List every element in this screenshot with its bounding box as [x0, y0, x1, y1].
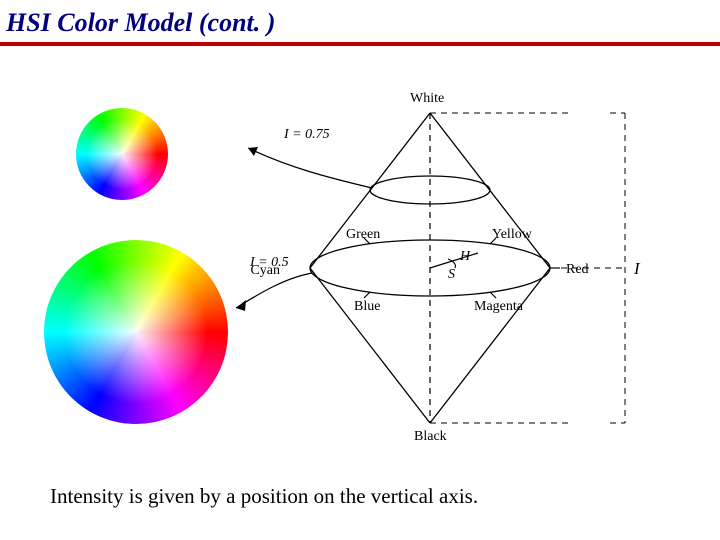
arrow-head [236, 300, 246, 311]
label-blue: Blue [354, 299, 380, 314]
leader-curve-top [248, 148, 372, 188]
caption-text: Intensity is given by a position on the … [50, 484, 478, 509]
label-i-075: I = 0.75 [283, 127, 330, 142]
label-white: White [410, 91, 444, 106]
diagram-area: White Black Red Yellow Green Cyan Blue M… [0, 48, 720, 478]
s-radius [430, 253, 478, 268]
label-i-axis: I [633, 259, 641, 278]
color-wheel-large [44, 240, 228, 424]
title-rule [0, 42, 720, 46]
tick [490, 292, 496, 298]
bicone-diagram: White Black Red Yellow Green Cyan Blue M… [230, 78, 700, 458]
label-red: Red [566, 262, 589, 277]
label-green: Green [346, 227, 380, 242]
cone-edge [310, 268, 430, 423]
leader-curve-bottom [236, 273, 312, 308]
tick [364, 292, 370, 298]
page-title: HSI Color Model (cont. ) [0, 0, 720, 42]
label-yellow: Yellow [492, 227, 533, 242]
label-black: Black [414, 429, 447, 444]
label-s: S [448, 267, 455, 282]
cone-edge [430, 268, 550, 423]
color-wheel-small [76, 108, 168, 200]
label-h: H [459, 249, 471, 264]
label-magenta: Magenta [474, 299, 524, 314]
label-i-05: I = 0.5 [249, 255, 289, 270]
